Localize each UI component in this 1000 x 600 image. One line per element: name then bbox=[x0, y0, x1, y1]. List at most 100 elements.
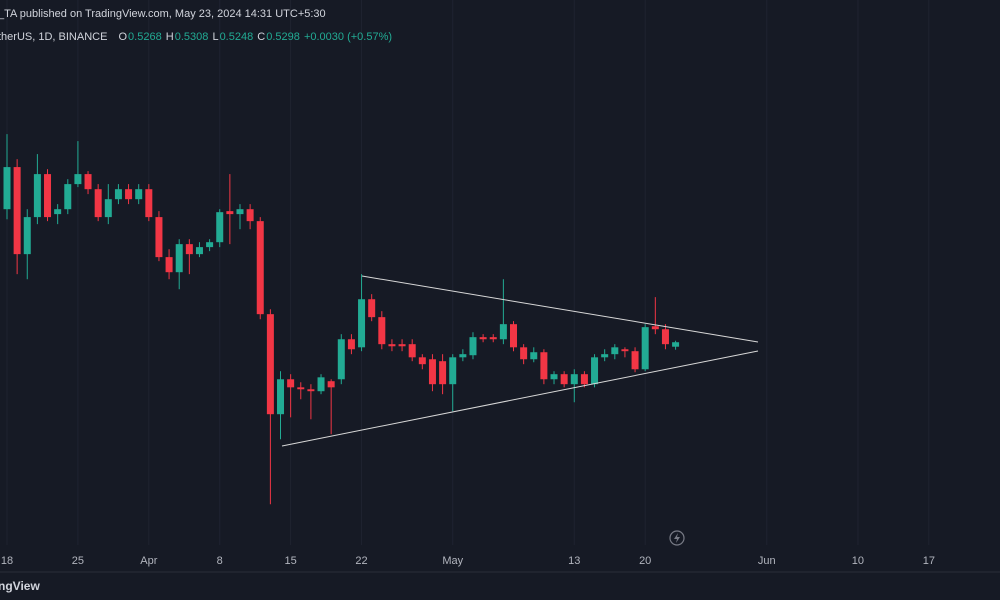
ohlc-label: O bbox=[118, 31, 128, 43]
candle-body bbox=[135, 189, 143, 200]
candle-body bbox=[165, 257, 173, 273]
candle-body bbox=[287, 379, 295, 388]
candle-body bbox=[560, 374, 568, 385]
candle-body bbox=[347, 339, 355, 350]
candle-body bbox=[358, 299, 366, 348]
candle-body bbox=[246, 209, 254, 222]
ohlc-value: 0.5298 bbox=[266, 31, 300, 43]
candle-body bbox=[580, 374, 588, 385]
watermark: ngView bbox=[0, 579, 40, 593]
candle-body bbox=[114, 189, 122, 200]
candle-body bbox=[94, 189, 102, 218]
grid bbox=[6, 0, 930, 545]
candle-body bbox=[195, 247, 203, 255]
candle-body bbox=[216, 212, 224, 243]
x-tick-label: 10 bbox=[852, 555, 864, 567]
candle-body bbox=[510, 324, 517, 348]
symbol: therUS, 1D, BINANCE bbox=[0, 31, 108, 43]
candle-body bbox=[64, 184, 72, 210]
candle-body bbox=[570, 374, 578, 385]
candle-body bbox=[418, 357, 426, 365]
candle-body bbox=[520, 347, 528, 360]
candle-body bbox=[236, 209, 244, 215]
candle-body bbox=[317, 377, 325, 392]
candle-body bbox=[266, 314, 274, 415]
candle-body bbox=[388, 344, 396, 347]
candle-body bbox=[277, 379, 285, 415]
x-tick-label: 17 bbox=[923, 555, 935, 567]
title: _TA published on TradingView.com, May 23… bbox=[0, 8, 326, 20]
candle-body bbox=[661, 329, 669, 345]
candle-body bbox=[175, 244, 183, 273]
x-tick-label: 8 bbox=[217, 555, 223, 567]
candle-body bbox=[499, 324, 507, 340]
candle-body bbox=[145, 189, 153, 218]
candle-body bbox=[530, 352, 538, 360]
candle-body bbox=[449, 357, 457, 385]
x-tick-label: 22 bbox=[355, 555, 367, 567]
candle-body bbox=[206, 242, 214, 248]
candle-body bbox=[125, 189, 133, 200]
candles bbox=[3, 134, 680, 505]
candle-body bbox=[337, 339, 345, 380]
candle-body bbox=[408, 344, 416, 358]
ohlc-label: C bbox=[257, 31, 266, 43]
x-tick-label: Jun bbox=[758, 555, 776, 567]
x-tick-label: 20 bbox=[639, 555, 651, 567]
change: +0.0030 (+0.57%) bbox=[303, 31, 393, 43]
candle-body bbox=[439, 361, 447, 385]
x-tick-label: May bbox=[442, 555, 463, 567]
candle-body bbox=[651, 326, 659, 330]
candle-body bbox=[185, 244, 193, 255]
candle-body bbox=[297, 387, 305, 390]
header-line: _TA published on TradingView.com, May 23… bbox=[0, 8, 327, 20]
x-tick-label: 25 bbox=[72, 555, 84, 567]
candle-body bbox=[621, 349, 629, 352]
x-tick-label: 15 bbox=[285, 555, 297, 567]
candle-body bbox=[672, 342, 680, 347]
candle-body bbox=[256, 221, 264, 315]
candle-body bbox=[327, 381, 335, 388]
candle-body bbox=[479, 337, 487, 340]
candle-body bbox=[550, 374, 558, 380]
ohlc-label: H bbox=[165, 31, 174, 43]
candle-body bbox=[84, 174, 92, 190]
candle-body bbox=[631, 351, 639, 370]
candle-body bbox=[74, 174, 82, 185]
candle-body bbox=[591, 357, 599, 385]
candle-body bbox=[13, 167, 21, 255]
candle-body bbox=[23, 217, 31, 255]
candle-body bbox=[3, 167, 11, 210]
trendline-upper bbox=[361, 275, 759, 343]
candle-body bbox=[469, 337, 477, 356]
candle-body bbox=[368, 299, 376, 318]
candle-body bbox=[611, 347, 619, 355]
candle-body bbox=[459, 354, 467, 358]
ohlc-label: L bbox=[212, 31, 219, 43]
candle-body bbox=[601, 354, 609, 358]
x-tick-label: 18 bbox=[1, 555, 13, 567]
candle-body bbox=[307, 389, 315, 392]
candle-body bbox=[378, 317, 386, 345]
ohlc-value: 0.5268 bbox=[128, 31, 162, 43]
candle-body bbox=[641, 327, 649, 370]
ohlc-value: 0.5308 bbox=[174, 31, 209, 43]
legend-line: therUS, 1D, BINANCE O0.5268 H0.5308 L 0.5… bbox=[0, 31, 393, 43]
candle-body bbox=[104, 199, 112, 218]
replay-icon bbox=[669, 530, 685, 546]
candle-body bbox=[540, 352, 548, 380]
candle-body bbox=[226, 211, 234, 215]
trendline-lower bbox=[281, 350, 759, 447]
candle-body bbox=[54, 209, 62, 215]
candle-body bbox=[428, 359, 436, 385]
x-tick-label: 13 bbox=[568, 555, 580, 567]
x-tick-label: Apr bbox=[140, 555, 157, 567]
candle-body bbox=[44, 174, 52, 218]
candle-body bbox=[489, 337, 497, 340]
candle-body bbox=[155, 217, 163, 258]
candle-body bbox=[398, 344, 406, 347]
candle-body bbox=[33, 174, 41, 218]
